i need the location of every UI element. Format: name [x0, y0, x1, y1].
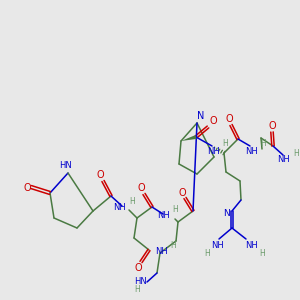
Text: NH: NH — [154, 248, 167, 256]
Text: H: H — [172, 205, 178, 214]
Text: H: H — [170, 241, 176, 250]
Text: HN: HN — [134, 277, 147, 286]
Text: NH: NH — [244, 242, 257, 250]
Text: O: O — [178, 188, 186, 198]
Text: H: H — [222, 140, 228, 148]
Text: H: H — [259, 250, 265, 259]
Text: H: H — [134, 286, 140, 295]
Text: O: O — [23, 183, 31, 193]
Text: H: H — [204, 250, 210, 259]
Text: NH: NH — [208, 146, 220, 155]
Text: O: O — [96, 170, 104, 180]
Text: O: O — [268, 121, 276, 131]
Text: NH: NH — [211, 242, 224, 250]
Text: N: N — [197, 111, 205, 121]
Text: O: O — [209, 116, 217, 126]
Text: NH: NH — [244, 146, 257, 155]
Polygon shape — [181, 135, 197, 141]
Text: N: N — [224, 208, 230, 217]
Text: HN: HN — [58, 160, 71, 169]
Text: H: H — [260, 140, 266, 148]
Text: NH: NH — [114, 203, 126, 212]
Text: NH: NH — [158, 212, 170, 220]
Text: H: H — [129, 196, 135, 206]
Text: O: O — [134, 263, 142, 273]
Text: H: H — [293, 148, 299, 158]
Text: O: O — [225, 114, 233, 124]
Text: NH: NH — [278, 155, 290, 164]
Text: O: O — [137, 183, 145, 193]
